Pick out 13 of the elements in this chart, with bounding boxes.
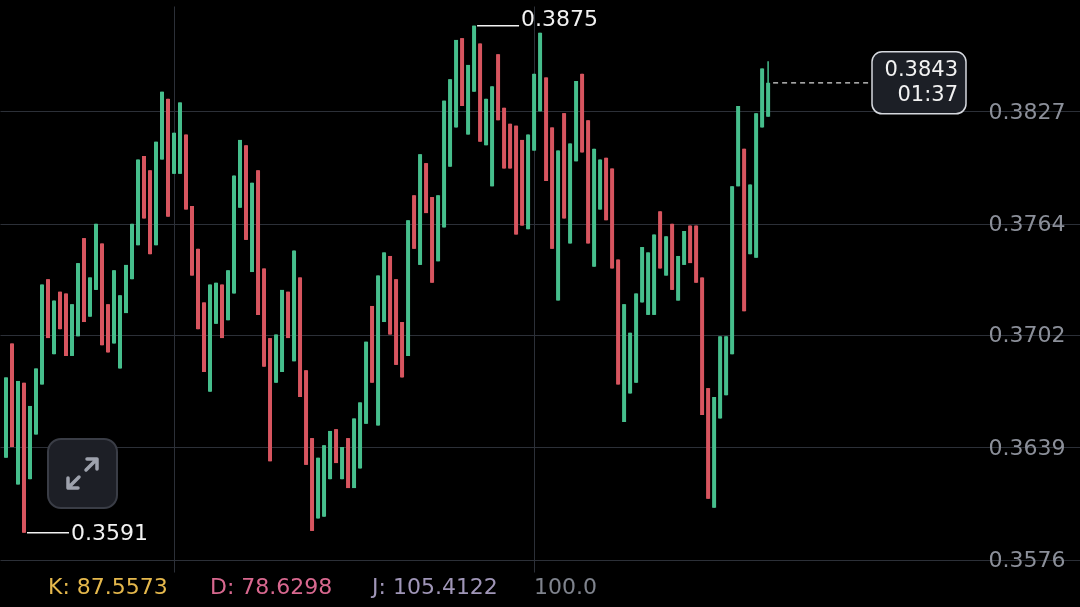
y-tick-label: 0.3639 — [988, 434, 1066, 460]
text: 100.0 — [534, 574, 597, 599]
text: D: 78.6298 — [210, 574, 333, 599]
text: K: 87.5573 — [48, 574, 168, 599]
annotation: 01:37 — [897, 82, 958, 107]
ref-line-label: 0.3843 — [884, 57, 958, 82]
text: J: 105.4122 — [370, 574, 498, 599]
annotation: 0.3591 — [70, 519, 148, 545]
annotation: 0.3875 — [521, 5, 599, 31]
y-tick-label: 0.3702 — [988, 322, 1066, 348]
y-tick-label: 0.3827 — [988, 98, 1066, 124]
y-tick-label: 0.3576 — [988, 547, 1066, 572]
y-tick-label: 0.3764 — [988, 211, 1066, 237]
